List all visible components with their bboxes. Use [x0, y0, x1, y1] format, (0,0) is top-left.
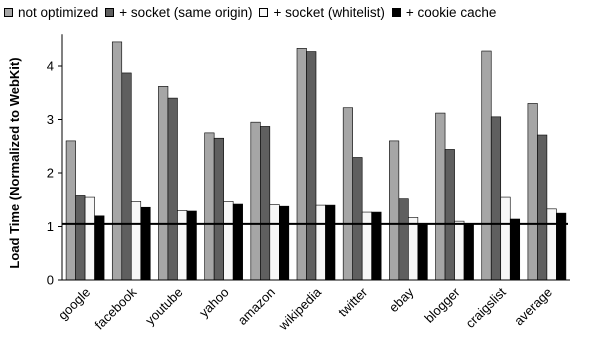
- bar-ebay-series-3: [408, 217, 419, 281]
- bar-facebook-series-2: [121, 72, 132, 281]
- bar-youtube-series-1: [158, 86, 169, 281]
- legend-swatch-4: [391, 7, 401, 17]
- bar-wikipedia-series-2: [306, 51, 317, 281]
- chart-legend: not optimized + socket (same origin) + soc…: [4, 2, 589, 22]
- y-axis-label: Load Time (Normalized to WebKit): [7, 57, 22, 268]
- bar-ebay-series-4: [417, 222, 428, 281]
- x-tick-label-amazon: amazon: [235, 285, 278, 328]
- bar-craigslist-series-1: [481, 50, 492, 281]
- y-tick-label-2: 2: [47, 166, 54, 181]
- bar-google-series-1: [65, 140, 76, 281]
- bar-blogger-series-4: [463, 224, 474, 281]
- bar-twitter-series-3: [361, 211, 372, 281]
- bar-google-series-2: [75, 195, 86, 281]
- bar-average-series-2: [537, 134, 548, 281]
- bar-amazon-series-3: [269, 204, 280, 281]
- x-tick-label-ebay: ebay: [386, 284, 417, 315]
- bar-blogger-series-1: [435, 112, 446, 281]
- bar-google-series-3: [84, 196, 95, 281]
- legend-label-1: not optimized: [18, 4, 99, 20]
- bar-amazon-series-1: [250, 121, 261, 281]
- bar-youtube-series-4: [186, 210, 197, 281]
- x-tick-label-google: google: [55, 285, 93, 323]
- legend-swatch-2: [105, 7, 115, 17]
- bar-yahoo-series-3: [223, 201, 234, 281]
- bar-google-series-4: [94, 215, 105, 281]
- bar-wikipedia-series-1: [296, 48, 307, 281]
- bar-yahoo-series-4: [232, 203, 243, 281]
- x-tick-label-blogger: blogger: [421, 284, 463, 326]
- bar-facebook-series-3: [130, 201, 142, 281]
- bar-facebook-series-1: [111, 41, 123, 281]
- bar-craigslist-series-4: [509, 218, 521, 281]
- y-tick-label-1: 1: [47, 219, 54, 234]
- bar-youtube-series-2: [167, 97, 178, 281]
- y-tick-label-0: 0: [47, 273, 54, 288]
- legend-item-3: + socket (whitelist): [259, 4, 385, 20]
- legend-item-1: not optimized: [4, 5, 98, 20]
- x-tick-label-facebook: facebook: [91, 284, 139, 332]
- bar-twitter-series-4: [371, 211, 382, 281]
- bar-craigslist-series-3: [500, 196, 511, 281]
- bar-twitter-series-2: [352, 157, 363, 281]
- bar-average-series-3: [546, 208, 557, 281]
- legend-swatch-1: [4, 7, 13, 17]
- x-tick-label-youtube: youtube: [142, 285, 185, 328]
- x-tick-label-craigslist: craigslist: [462, 284, 509, 331]
- legend-item-4: + cookie cache: [391, 4, 497, 20]
- bar-craigslist-series-2: [490, 116, 502, 281]
- x-tick-label-yahoo: yahoo: [196, 285, 232, 321]
- bar-wikipedia-series-4: [325, 204, 336, 281]
- bar-twitter-series-1: [342, 107, 353, 281]
- legend-label-4: + cookie cache: [405, 4, 497, 20]
- bar-amazon-series-4: [279, 205, 290, 281]
- y-tick-label-4: 4: [47, 59, 54, 74]
- bar-blogger-series-3: [454, 220, 465, 281]
- bar-ebay-series-2: [398, 198, 409, 281]
- bar-amazon-series-2: [260, 126, 271, 281]
- x-tick-label-wikipedia: wikipedia: [275, 284, 325, 334]
- bar-blogger-series-2: [444, 149, 455, 281]
- bar-youtube-series-3: [177, 210, 188, 281]
- bar-yahoo-series-1: [204, 132, 215, 281]
- legend-item-2: + socket (same origin): [105, 5, 252, 20]
- legend-label-2: + socket (same origin): [119, 4, 253, 20]
- x-tick-label-average: average: [511, 285, 555, 329]
- legend-label-3: + socket (whitelist): [273, 4, 385, 20]
- legend-swatch-3: [259, 7, 269, 17]
- bar-ebay-series-1: [389, 140, 400, 281]
- x-tick-label-twitter: twitter: [335, 284, 371, 320]
- bar-yahoo-series-2: [213, 137, 224, 281]
- bar-average-series-1: [527, 103, 538, 281]
- bar-facebook-series-4: [140, 206, 151, 281]
- y-tick-label-3: 3: [47, 112, 54, 127]
- bar-wikipedia-series-3: [315, 204, 326, 281]
